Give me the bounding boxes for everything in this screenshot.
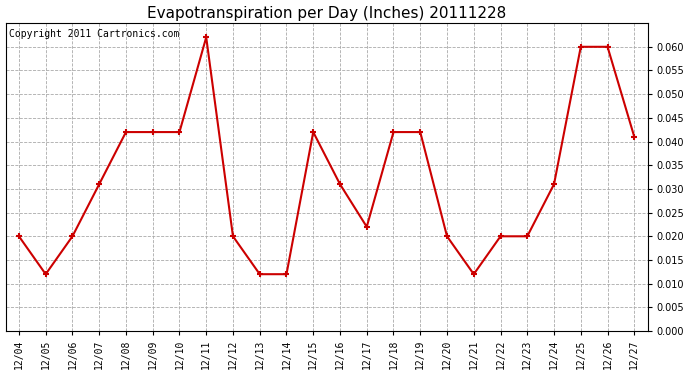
Title: Evapotranspiration per Day (Inches) 20111228: Evapotranspiration per Day (Inches) 2011… <box>147 6 506 21</box>
Text: Copyright 2011 Cartronics.com: Copyright 2011 Cartronics.com <box>9 29 179 39</box>
